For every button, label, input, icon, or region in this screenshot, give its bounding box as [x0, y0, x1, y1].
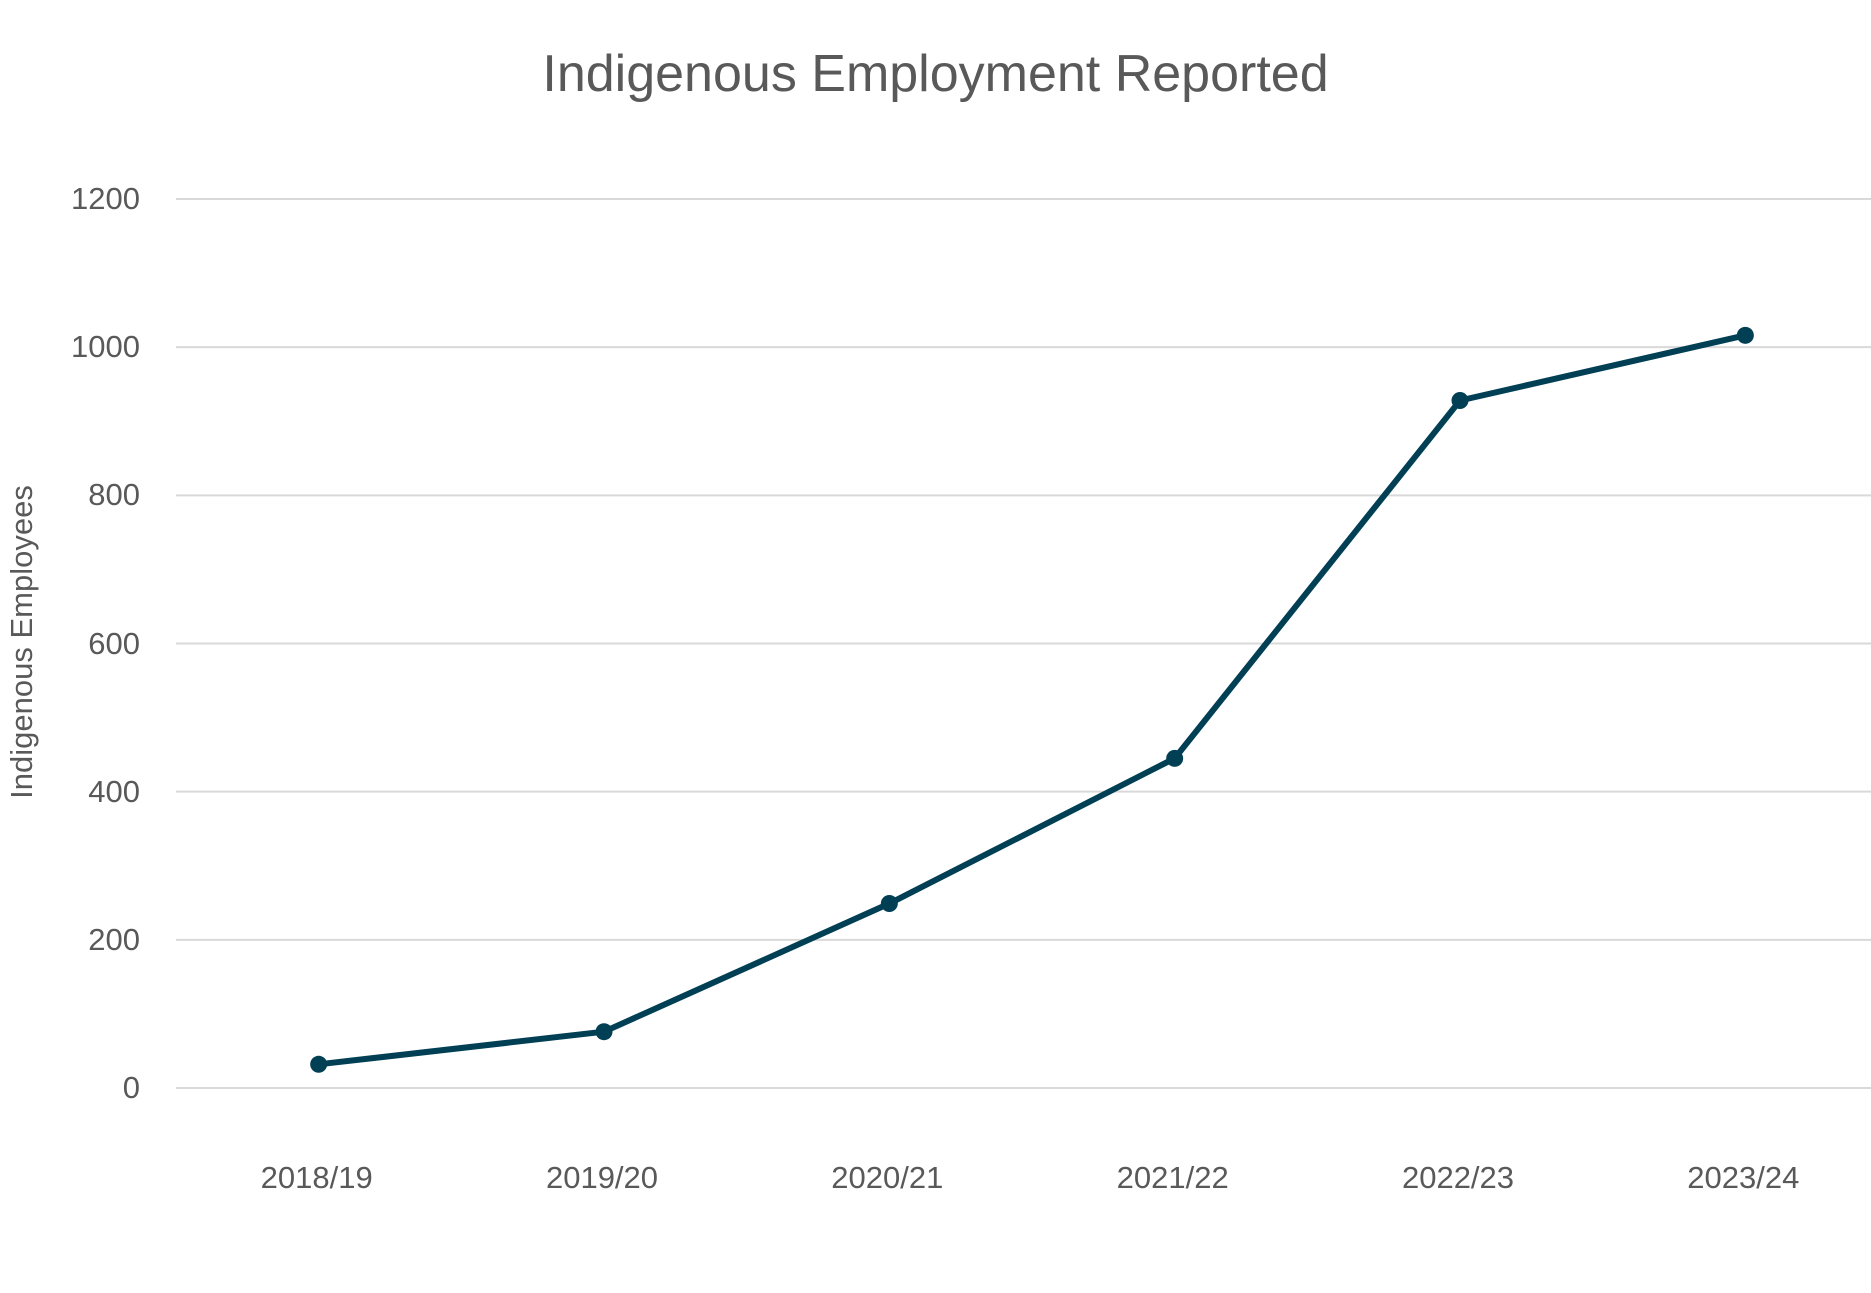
y-tick-label: 0 — [122, 1070, 140, 1105]
y-tick-label: 200 — [88, 921, 140, 957]
x-tick-label: 2020/21 — [831, 1160, 944, 1195]
y-tick-label: 800 — [88, 477, 140, 513]
data-point — [1166, 749, 1184, 767]
y-tick-label: 1200 — [71, 181, 140, 216]
x-tick-label: 2018/19 — [260, 1160, 373, 1195]
chart-title: Indigenous Employment Reported — [542, 45, 1329, 103]
gridlines — [176, 198, 1871, 1089]
x-tick-label: 2021/22 — [1116, 1160, 1229, 1195]
x-tick-label: 2019/20 — [545, 1160, 659, 1195]
data-point — [310, 1055, 328, 1073]
data-markers — [310, 326, 1754, 1073]
series-line — [315, 332, 1749, 1068]
data-point — [1451, 392, 1469, 410]
data-point — [595, 1023, 613, 1041]
y-tick-label: 400 — [88, 773, 140, 809]
data-point — [880, 895, 898, 913]
y-tick-label: 1000 — [71, 329, 140, 365]
y-tick-label: 600 — [88, 625, 140, 661]
x-tick-label: 2023/24 — [1687, 1160, 1800, 1195]
data-point — [1736, 326, 1754, 344]
x-tick-label: 2022/23 — [1401, 1160, 1515, 1195]
